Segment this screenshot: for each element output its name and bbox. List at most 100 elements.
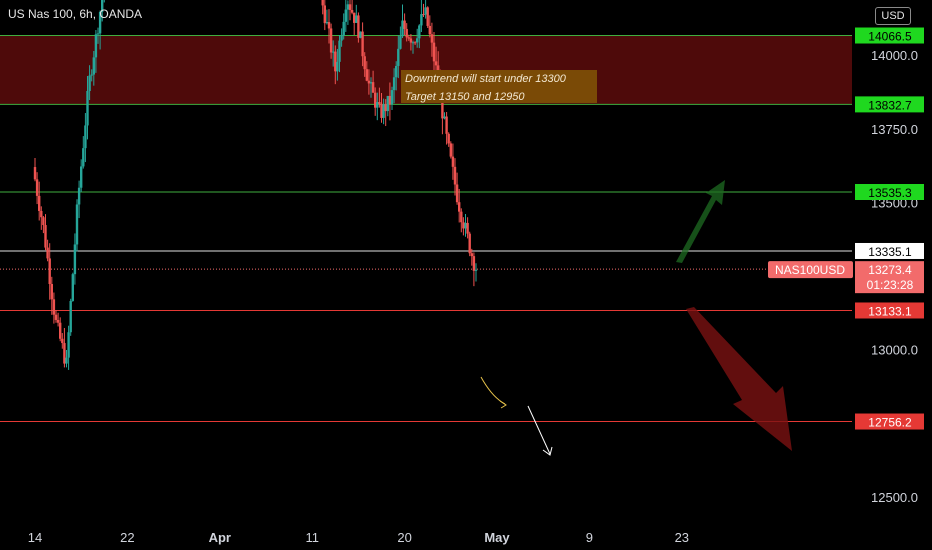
candle-body bbox=[92, 57, 95, 75]
level-price-label: 13335.1 bbox=[868, 245, 912, 259]
candle-body bbox=[40, 210, 43, 218]
level-price-label: 13832.7 bbox=[868, 98, 912, 112]
candle-body bbox=[71, 274, 74, 301]
level-price-tag[interactable] bbox=[855, 27, 924, 44]
candle-body bbox=[434, 61, 438, 66]
time-axis-label: 9 bbox=[586, 530, 593, 545]
candle-body bbox=[472, 256, 476, 271]
candle-body bbox=[453, 166, 457, 185]
candle-body bbox=[365, 69, 368, 81]
candle-body bbox=[422, 14, 425, 16]
candle-body bbox=[388, 95, 392, 105]
price-tick-label: 14000.0 bbox=[871, 48, 918, 63]
candle-body bbox=[447, 133, 450, 144]
candle-body bbox=[403, 20, 406, 29]
current-price-label: 13273.4 bbox=[868, 263, 912, 277]
candle-body bbox=[86, 91, 89, 126]
candle-body bbox=[98, 11, 102, 34]
candle-body bbox=[90, 74, 93, 76]
annotation-line-2: Target 13150 and 12950 bbox=[405, 91, 525, 103]
candle-body bbox=[88, 75, 91, 92]
candle-body bbox=[363, 56, 366, 70]
candle-body bbox=[44, 225, 47, 248]
countdown-label: 01:23:28 bbox=[867, 278, 914, 292]
candle-body bbox=[378, 102, 381, 104]
candle-body bbox=[67, 332, 70, 358]
candle-body bbox=[397, 48, 400, 66]
level-price-tag[interactable] bbox=[855, 184, 924, 201]
candle-body bbox=[392, 77, 396, 91]
candle-body bbox=[69, 300, 72, 333]
level-price-label: 12756.2 bbox=[868, 416, 912, 430]
candle-body bbox=[96, 33, 100, 35]
symbol-name-label: NAS100USD bbox=[775, 263, 845, 277]
candle-body bbox=[416, 38, 419, 43]
currency-button[interactable]: USD bbox=[875, 7, 911, 25]
candle-body bbox=[52, 299, 56, 315]
candle-body bbox=[418, 25, 421, 39]
candle-body bbox=[346, 4, 350, 10]
candle-body bbox=[369, 82, 373, 84]
candle-body bbox=[474, 269, 478, 271]
candle-body bbox=[401, 20, 404, 37]
candle-body bbox=[101, 0, 104, 12]
annotation-line-1: Downtrend will start under 13300 bbox=[405, 73, 566, 85]
candle-body bbox=[407, 37, 410, 39]
candle-body bbox=[77, 187, 81, 205]
annotation-note[interactable]: Downtrend will start under 13300 Target … bbox=[401, 70, 597, 103]
candle-body bbox=[50, 284, 53, 300]
candle-body bbox=[449, 143, 452, 157]
candle-body bbox=[353, 12, 356, 23]
candle-body bbox=[321, 0, 324, 6]
candle-body bbox=[348, 4, 352, 10]
level-price-tag[interactable] bbox=[855, 96, 924, 113]
time-axis-label: May bbox=[484, 530, 510, 545]
candle-body bbox=[84, 125, 87, 149]
current-price-tag[interactable] bbox=[855, 261, 924, 294]
level-price-label: 13535.3 bbox=[868, 186, 912, 200]
candle-body bbox=[329, 28, 333, 53]
time-axis-label: Apr bbox=[209, 530, 231, 545]
time-axis-label: 14 bbox=[28, 530, 42, 545]
candle-body bbox=[82, 148, 85, 167]
projection-curve-head bbox=[499, 400, 507, 409]
symbol-price-tag[interactable] bbox=[768, 261, 853, 279]
candle-body bbox=[413, 42, 417, 44]
level-price-label: 13133.1 bbox=[868, 304, 912, 318]
level-price-tag[interactable] bbox=[855, 302, 924, 319]
candle-body bbox=[380, 103, 383, 118]
candle-body bbox=[411, 42, 415, 44]
candle-body bbox=[367, 80, 371, 84]
candle-body bbox=[409, 38, 413, 43]
level-price-tag[interactable] bbox=[855, 413, 924, 430]
candle-body bbox=[334, 51, 337, 72]
projection-arrow-head bbox=[542, 446, 553, 456]
candle-body bbox=[464, 222, 467, 229]
candle-body bbox=[443, 116, 446, 119]
symbol-title[interactable]: US Nas 100, 6h, OANDA bbox=[8, 7, 143, 21]
candle-body bbox=[336, 61, 339, 72]
candle-body bbox=[344, 9, 347, 22]
level-price-label: 14066.5 bbox=[868, 30, 912, 44]
candle-body bbox=[35, 179, 39, 196]
candle-body bbox=[428, 25, 431, 35]
candle-body bbox=[376, 102, 379, 108]
time-axis-label: 22 bbox=[120, 530, 134, 545]
projection-curve bbox=[480, 376, 506, 405]
candle-body bbox=[38, 195, 41, 211]
candle-body bbox=[458, 202, 461, 212]
candle-body bbox=[73, 244, 77, 275]
candle-body bbox=[420, 14, 423, 26]
candle-body bbox=[470, 253, 473, 257]
price-tick-label: 13000.0 bbox=[871, 343, 918, 358]
candle-body bbox=[405, 28, 408, 38]
candle-body bbox=[462, 222, 465, 229]
candle-body bbox=[460, 211, 463, 223]
candle-body bbox=[65, 357, 68, 364]
candle-body bbox=[325, 22, 329, 24]
level-price-tag[interactable] bbox=[855, 242, 924, 259]
price-tick-label: 12500.0 bbox=[871, 490, 918, 505]
candle-body bbox=[441, 93, 444, 119]
candle-body bbox=[59, 322, 62, 339]
